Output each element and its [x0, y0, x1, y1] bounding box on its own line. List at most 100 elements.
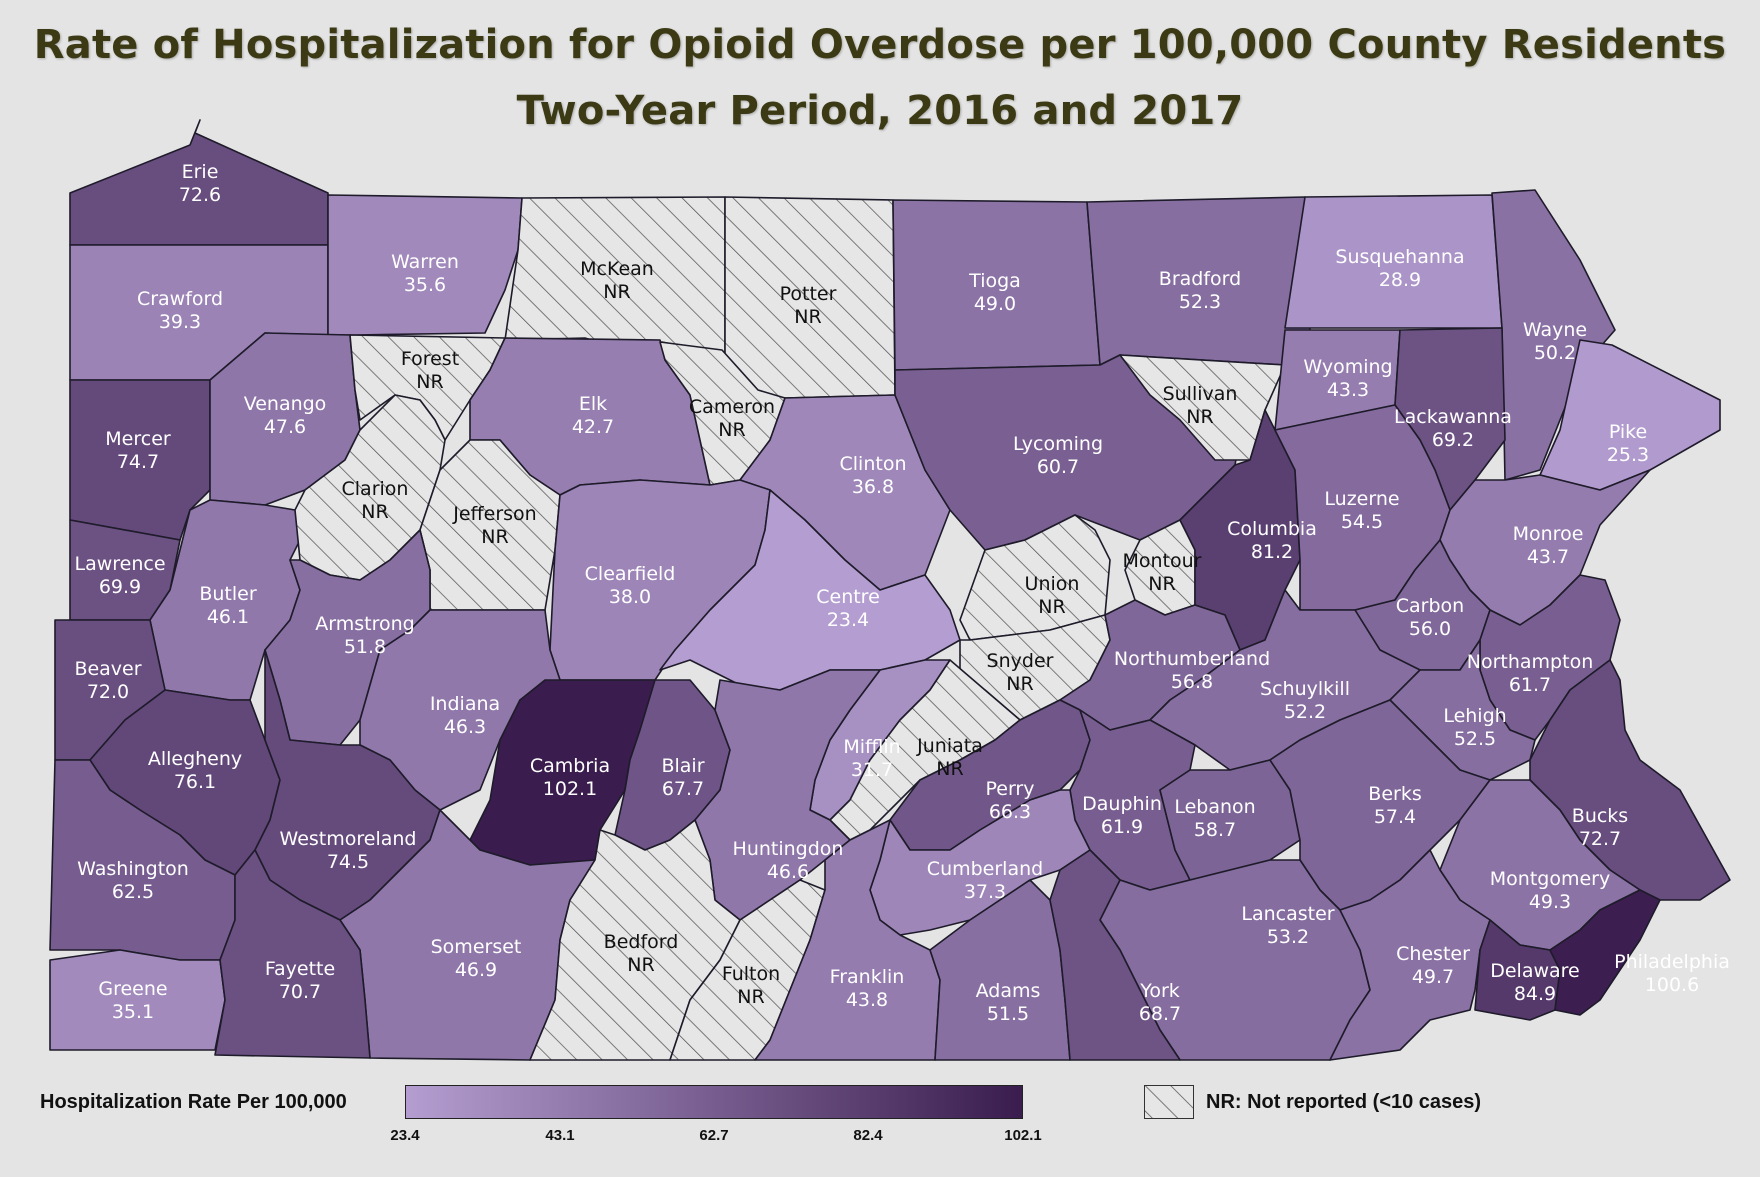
county-value-clearfield: 38.0: [609, 586, 651, 608]
county-york: [1049, 849, 1181, 1061]
county-label-philadelphia: Philadelphia: [1614, 951, 1730, 973]
county-union: [959, 514, 1111, 641]
county-label-huntingdon: Huntingdon: [733, 838, 844, 860]
county-label-juniata: Juniata: [916, 735, 983, 757]
county-value-clarion: NR: [361, 501, 388, 523]
county-label-venango: Venango: [244, 393, 327, 415]
county-value-potter: NR: [794, 306, 821, 328]
county-label-bedford: Bedford: [604, 931, 679, 953]
county-label-montour: Montour: [1123, 550, 1202, 572]
county-label-cambria: Cambria: [530, 755, 610, 777]
county-value-susquehanna: 28.9: [1379, 269, 1421, 291]
legend-tick-2: 62.7: [699, 1127, 729, 1144]
legend-tick-4: 102.1: [1004, 1127, 1042, 1144]
county-label-mifflin: Mifflin: [843, 736, 900, 758]
county-label-armstrong: Armstrong: [315, 613, 414, 635]
county-value-northampton: 61.7: [1509, 674, 1551, 696]
county-label-chester: Chester: [1396, 943, 1470, 965]
county-value-huntingdon: 46.6: [767, 861, 809, 883]
county-label-elk: Elk: [579, 393, 607, 415]
nr-hatch-icon: [1145, 1086, 1193, 1118]
county-value-clinton: 36.8: [852, 476, 894, 498]
county-value-greene: 35.1: [112, 1001, 154, 1023]
county-label-franklin: Franklin: [830, 966, 905, 988]
county-value-schuylkill: 52.2: [1284, 701, 1326, 723]
nr-hatch-swatch: [1144, 1085, 1194, 1119]
county-label-bradford: Bradford: [1159, 268, 1241, 290]
legend-tick-0: 23.4: [390, 1127, 420, 1144]
county-label-washington: Washington: [77, 858, 189, 880]
county-label-forest: Forest: [401, 348, 459, 370]
county-label-wayne: Wayne: [1523, 319, 1587, 341]
county-value-columbia: 81.2: [1251, 541, 1293, 563]
county-label-adams: Adams: [976, 980, 1041, 1002]
nr-legend-label: NR: Not reported (<10 cases): [1206, 1091, 1482, 1113]
map-title: Rate of Hospitalization for Opioid Overd…: [33, 22, 1727, 68]
county-philadelphia: [1549, 889, 1661, 1016]
county-value-luzerne: 54.5: [1341, 511, 1383, 533]
county-value-juniata: NR: [936, 758, 963, 780]
county-greene: [49, 949, 226, 1051]
county-label-fulton: Fulton: [722, 963, 780, 985]
county-value-lackawanna: 69.2: [1432, 429, 1474, 451]
county-value-armstrong: 51.8: [344, 636, 386, 658]
county-label-greene: Greene: [98, 978, 167, 1000]
county-value-westmoreland: 74.5: [327, 851, 369, 873]
county-value-york: 68.7: [1139, 1003, 1181, 1025]
county-label-snyder: Snyder: [987, 650, 1054, 672]
county-value-allegheny: 76.1: [174, 771, 216, 793]
county-value-mifflin: 31.7: [851, 759, 893, 781]
county-label-allegheny: Allegheny: [148, 748, 242, 770]
legend-tick-3: 82.4: [853, 1127, 883, 1144]
county-value-montgomery: 49.3: [1529, 891, 1571, 913]
county-label-lawrence: Lawrence: [74, 553, 165, 575]
county-label-pike: Pike: [1609, 421, 1647, 443]
county-label-columbia: Columbia: [1227, 518, 1317, 540]
county-value-cameron: NR: [718, 419, 745, 441]
county-label-sullivan: Sullivan: [1163, 383, 1238, 405]
county-label-warren: Warren: [391, 251, 459, 273]
county-value-lehigh: 52.5: [1454, 728, 1496, 750]
county-value-elk: 42.7: [572, 416, 614, 438]
county-label-jefferson: Jefferson: [452, 503, 536, 525]
county-value-union: NR: [1038, 596, 1065, 618]
county-label-lehigh: Lehigh: [1443, 705, 1506, 727]
map-subtitle: Two-Year Period, 2016 and 2017: [516, 88, 1244, 134]
county-value-adams: 51.5: [987, 1003, 1029, 1025]
county-value-cumberland: 37.3: [964, 881, 1006, 903]
county-label-northumberland: Northumberland: [1114, 648, 1270, 670]
county-label-lycoming: Lycoming: [1013, 433, 1103, 455]
county-label-wyoming: Wyoming: [1303, 356, 1392, 378]
county-value-montour: NR: [1148, 573, 1175, 595]
county-value-wyoming: 43.3: [1327, 379, 1369, 401]
county-label-clinton: Clinton: [840, 453, 907, 475]
county-label-mckean: McKean: [580, 258, 654, 280]
county-value-forest: NR: [416, 371, 443, 393]
county-value-perry: 66.3: [989, 801, 1031, 823]
county-label-lebanon: Lebanon: [1174, 796, 1255, 818]
county-value-snyder: NR: [1006, 673, 1033, 695]
county-label-mercer: Mercer: [105, 428, 171, 450]
county-label-erie: Erie: [182, 161, 219, 183]
county-value-bucks: 72.7: [1579, 828, 1621, 850]
county-label-cumberland: Cumberland: [927, 858, 1043, 880]
county-label-butler: Butler: [199, 583, 256, 605]
county-label-schuylkill: Schuylkill: [1260, 678, 1350, 700]
county-label-luzerne: Luzerne: [1324, 488, 1399, 510]
county-label-clearfield: Clearfield: [585, 563, 676, 585]
county-value-fayette: 70.7: [279, 981, 321, 1003]
legend-color-scale: [405, 1085, 1023, 1119]
county-label-northampton: Northampton: [1467, 651, 1593, 673]
county-value-wayne: 50.2: [1534, 342, 1576, 364]
county-label-centre: Centre: [816, 586, 880, 608]
county-value-bradford: 52.3: [1179, 291, 1221, 313]
county-label-monroe: Monroe: [1513, 523, 1584, 545]
county-value-lancaster: 53.2: [1267, 926, 1309, 948]
county-value-beaver: 72.0: [87, 681, 129, 703]
county-value-mckean: NR: [603, 281, 630, 303]
county-value-lawrence: 69.9: [99, 576, 141, 598]
county-label-indiana: Indiana: [430, 693, 500, 715]
county-value-monroe: 43.7: [1527, 546, 1569, 568]
county-value-dauphin: 61.9: [1101, 816, 1143, 838]
